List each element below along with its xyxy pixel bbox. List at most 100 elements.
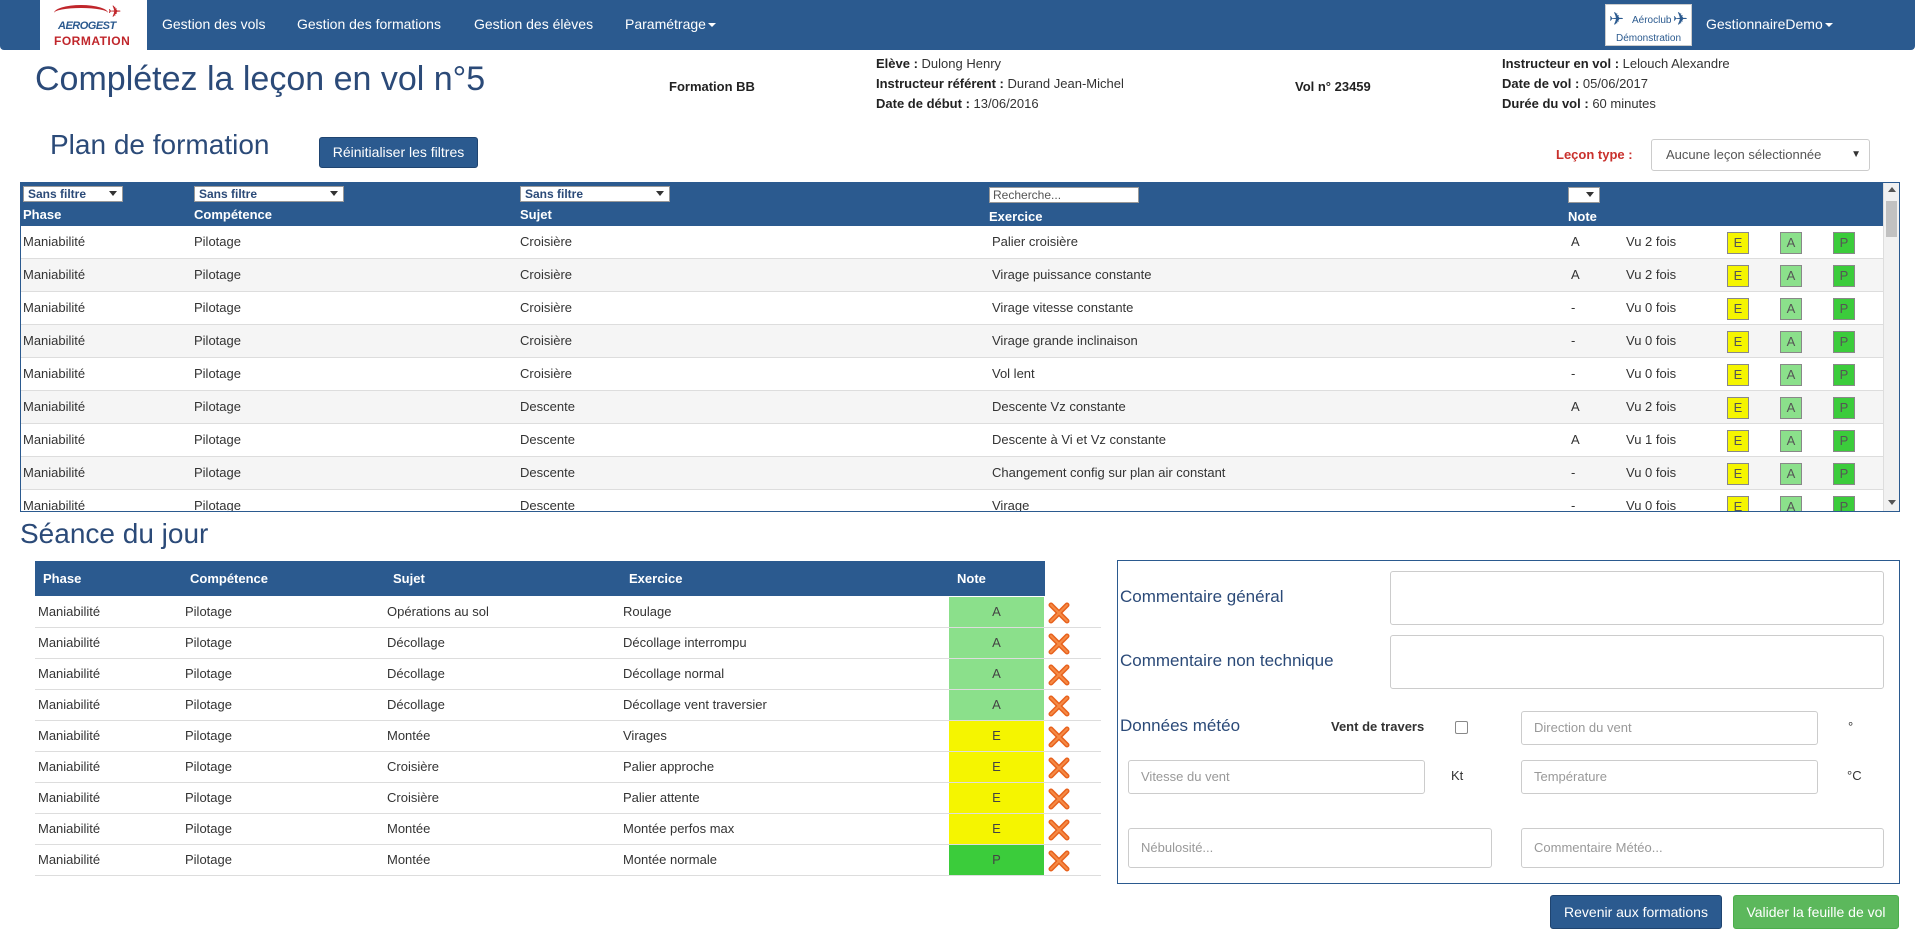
wind-direction-input[interactable]: Direction du vent	[1521, 711, 1818, 745]
seance-cell-competence: Pilotage	[185, 728, 232, 743]
delete-icon[interactable]	[1047, 694, 1071, 718]
phase-filter-select[interactable]: Sans filtre	[23, 186, 123, 202]
grade-e-button[interactable]: E	[1727, 397, 1749, 419]
grade-a-button[interactable]: A	[1780, 397, 1802, 419]
plan-row: Maniabilité Pilotage Descente Virage - Vu 0 f…	[21, 490, 1884, 512]
nav-parametrage-label: Paramétrage	[625, 16, 706, 32]
grade-e-button[interactable]: E	[1727, 331, 1749, 353]
grade-p-button[interactable]: P	[1833, 496, 1855, 511]
note-filter-select[interactable]	[1568, 187, 1600, 203]
grade-a-button[interactable]: A	[1780, 496, 1802, 511]
scroll-up-icon[interactable]	[1888, 187, 1896, 192]
grade-a-button[interactable]: A	[1780, 331, 1802, 353]
seance-note: A	[949, 659, 1044, 689]
aeroclub-badge: ✈ ✈ Aéroclub Démonstration	[1605, 4, 1692, 46]
grade-a-button[interactable]: A	[1780, 232, 1802, 254]
aerogest-logo[interactable]: ✈ AEROGEST FORMATION	[40, 0, 147, 50]
grade-a-button[interactable]: A	[1780, 463, 1802, 485]
temperature-input[interactable]: Température	[1521, 760, 1818, 794]
delete-icon[interactable]	[1047, 632, 1071, 656]
plan-row: Maniabilité Pilotage Croisière Virage puiss…	[21, 259, 1884, 292]
plan-cell-competence: Pilotage	[194, 333, 241, 348]
grade-p-button[interactable]: P	[1833, 463, 1855, 485]
col-exercice[interactable]: Exercice	[989, 209, 1043, 224]
seance-cell-phase: Maniabilité	[38, 759, 101, 774]
reset-filters-button[interactable]: Réinitialiser les filtres	[319, 137, 478, 168]
nav-gestion-formations[interactable]: Gestion des formations	[297, 16, 441, 32]
plan-cell-exercice: Changement config sur plan air constant	[992, 465, 1226, 480]
delete-icon[interactable]	[1047, 818, 1071, 842]
back-to-formations-button[interactable]: Revenir aux formations	[1550, 895, 1722, 929]
crosswind-checkbox[interactable]	[1455, 721, 1468, 734]
seance-cell-competence: Pilotage	[185, 790, 232, 805]
grade-p-button[interactable]: P	[1833, 265, 1855, 287]
grade-p-button[interactable]: P	[1833, 331, 1855, 353]
delete-icon[interactable]	[1047, 663, 1071, 687]
exercice-search-input[interactable]: Recherche...	[989, 187, 1139, 203]
grade-e-button[interactable]: E	[1727, 298, 1749, 320]
validate-flight-sheet-button[interactable]: Valider la feuille de vol	[1733, 895, 1899, 929]
grade-a-button[interactable]: A	[1780, 364, 1802, 386]
scroll-thumb[interactable]	[1886, 201, 1897, 237]
grade-e-button[interactable]: E	[1727, 496, 1749, 511]
scroll-down-icon[interactable]	[1888, 500, 1896, 505]
seance-cell-competence: Pilotage	[185, 697, 232, 712]
grade-e-button[interactable]: E	[1727, 364, 1749, 386]
seance-note: A	[949, 690, 1044, 720]
nav-gestion-vols[interactable]: Gestion des vols	[162, 16, 266, 32]
delete-icon[interactable]	[1047, 787, 1071, 811]
non-technical-comment-textarea[interactable]	[1390, 635, 1884, 689]
grade-e-button[interactable]: E	[1727, 463, 1749, 485]
col-note[interactable]: Note	[1568, 209, 1597, 224]
grade-p-button[interactable]: P	[1833, 364, 1855, 386]
plan-scrollbar[interactable]	[1883, 183, 1899, 511]
delete-icon[interactable]	[1047, 756, 1071, 780]
grade-a-button[interactable]: A	[1780, 298, 1802, 320]
phase-filter-value: Sans filtre	[28, 187, 87, 201]
general-comment-textarea[interactable]	[1390, 571, 1884, 625]
sujet-filter-value: Sans filtre	[525, 187, 584, 201]
grade-p-button[interactable]: P	[1833, 232, 1855, 254]
seance-cell-sujet: Décollage	[387, 697, 445, 712]
plan-cell-phase: Maniabilité	[23, 234, 86, 249]
seance-cell-exercice: Décollage vent traversier	[623, 697, 767, 712]
plan-row: Maniabilité Pilotage Descente Changement co…	[21, 457, 1884, 490]
meteo-label: Données météo	[1120, 716, 1241, 735]
seance-cell-exercice: Roulage	[623, 604, 672, 619]
grade-p-button[interactable]: P	[1833, 430, 1855, 452]
col-competence[interactable]: Compétence	[194, 207, 273, 222]
user-menu[interactable]: GestionnaireDemo	[1706, 16, 1833, 32]
lecon-type-select[interactable]: Aucune leçon sélectionnée ▼	[1651, 139, 1870, 171]
seance-section-title: Séance du jour	[20, 518, 209, 549]
grade-a-button[interactable]: A	[1780, 430, 1802, 452]
general-comment-label: Commentaire général	[1120, 587, 1284, 606]
delete-icon[interactable]	[1047, 601, 1071, 625]
plan-cell-phase: Maniabilité	[23, 465, 86, 480]
nebulosity-input[interactable]: Nébulosité...	[1128, 828, 1492, 868]
plan-cell-exercice: Descente à Vi et Vz constante	[992, 432, 1166, 447]
logo-text-top: AEROGEST	[58, 20, 116, 32]
nav-gestion-eleves[interactable]: Gestion des élèves	[474, 16, 594, 32]
plan-cell-competence: Pilotage	[194, 399, 241, 414]
seance-cell-phase: Maniabilité	[38, 635, 101, 650]
delete-icon[interactable]	[1047, 725, 1071, 749]
meteo-comment-input[interactable]: Commentaire Météo...	[1521, 828, 1884, 868]
grade-p-button[interactable]: P	[1833, 298, 1855, 320]
col-phase[interactable]: Phase	[23, 207, 62, 222]
col-sujet[interactable]: Sujet	[520, 207, 552, 222]
plan-cell-note: -	[1571, 498, 1576, 512]
competence-filter-select[interactable]: Sans filtre	[194, 186, 344, 202]
nav-parametrage[interactable]: Paramétrage	[625, 16, 716, 32]
grade-e-button[interactable]: E	[1727, 265, 1749, 287]
flight-info: Instructeur en vol : Lelouch Alexandre D…	[1502, 56, 1730, 111]
lecon-type-label: Leçon type :	[1556, 147, 1633, 162]
grade-e-button[interactable]: E	[1727, 430, 1749, 452]
seance-cell-sujet: Montée	[387, 852, 431, 867]
grade-p-button[interactable]: P	[1833, 397, 1855, 419]
plan-cell-phase: Maniabilité	[23, 432, 86, 447]
grade-e-button[interactable]: E	[1727, 232, 1749, 254]
wind-speed-input[interactable]: Vitesse du vent	[1128, 760, 1425, 794]
grade-a-button[interactable]: A	[1780, 265, 1802, 287]
sujet-filter-select[interactable]: Sans filtre	[520, 186, 670, 202]
delete-icon[interactable]	[1047, 849, 1071, 873]
